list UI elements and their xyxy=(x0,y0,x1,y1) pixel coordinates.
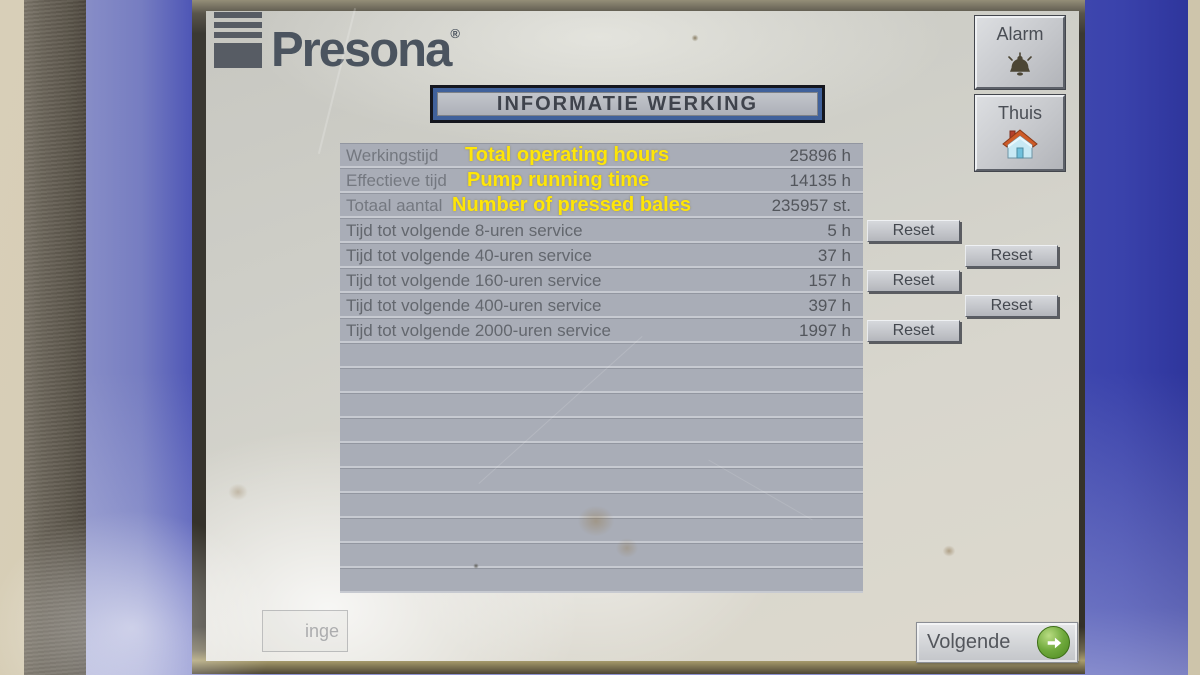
previous-button-faded[interactable]: inge xyxy=(262,610,348,652)
next-button[interactable]: Volgende xyxy=(916,622,1078,663)
title-box: INFORMATIE WERKING xyxy=(430,85,825,123)
annotation-overlay: Total operating hours xyxy=(465,144,670,166)
row-value: 25896 h xyxy=(789,146,851,165)
table-row: Tijd tot volgende 400-uren service 397 h xyxy=(340,293,863,318)
table-row-empty xyxy=(340,343,863,368)
row-label: Tijd tot volgende 2000-uren service xyxy=(346,321,611,340)
row-value: 5 h xyxy=(827,221,851,240)
row-value: 14135 h xyxy=(789,171,851,190)
next-button-label: Volgende xyxy=(927,631,1011,653)
presona-logo-text: Presona® xyxy=(271,23,460,77)
row-value: 235957 st. xyxy=(771,196,851,215)
reset-button[interactable]: Reset xyxy=(867,220,960,242)
row-label: Werkingstijd xyxy=(346,146,439,165)
table-row-empty xyxy=(340,368,863,393)
table-row-empty xyxy=(340,568,863,593)
presona-logo: Presona® xyxy=(214,6,460,78)
table-row: Tijd tot volgende 160-uren service 157 h xyxy=(340,268,863,293)
table-row: Tijd tot volgende 8-uren service 5 h xyxy=(340,218,863,243)
row-label: Totaal aantal xyxy=(346,196,443,215)
table-row-empty xyxy=(340,518,863,543)
row-label: Tijd tot volgende 400-uren service xyxy=(346,296,602,315)
table-row: Effectieve tijd Pump running time 14135 h xyxy=(340,168,863,193)
table-row: Tijd tot volgende 40-uren service 37 h xyxy=(340,243,863,268)
home-button-label: Thuis xyxy=(997,103,1042,123)
alarm-button[interactable]: Alarm xyxy=(974,15,1066,90)
table-row-empty xyxy=(340,418,863,443)
operations-table-zone: Werkingstijd Total operating hours 25896 h… xyxy=(340,143,1060,595)
registered-mark: ® xyxy=(450,26,460,41)
row-label: Tijd tot volgende 8-uren service xyxy=(346,221,583,240)
annotation-overlay: Number of pressed bales xyxy=(452,194,691,216)
table-row-empty xyxy=(340,493,863,518)
presona-logo-icon xyxy=(214,12,262,68)
reset-button[interactable]: Reset xyxy=(867,270,960,292)
row-label: Effectieve tijd xyxy=(346,171,447,190)
table-row: Totaal aantal Number of pressed bales 2359… xyxy=(340,193,863,218)
table-row-empty xyxy=(340,468,863,493)
row-value: 397 h xyxy=(808,296,851,315)
row-value: 157 h xyxy=(808,271,851,290)
table-row: Tijd tot volgende 2000-uren service 1997 … xyxy=(340,318,863,343)
annotation-overlay: Pump running time xyxy=(467,169,650,191)
row-value: 1997 h xyxy=(799,321,851,340)
arrow-right-icon xyxy=(1037,626,1070,659)
reset-button[interactable]: Reset xyxy=(965,245,1058,267)
page-title: INFORMATIE WERKING xyxy=(437,92,818,116)
reset-button[interactable]: Reset xyxy=(867,320,960,342)
table-row-empty xyxy=(340,543,863,568)
row-label: Tijd tot volgende 40-uren service xyxy=(346,246,593,265)
row-value: 37 h xyxy=(817,246,851,265)
bell-icon xyxy=(1008,52,1032,76)
table-row-empty xyxy=(340,443,863,468)
table-row-empty xyxy=(340,393,863,418)
reset-button[interactable]: Reset xyxy=(965,295,1058,317)
previous-button-label: inge xyxy=(304,620,339,641)
table-row: Werkingstijd Total operating hours 25896 h xyxy=(340,143,863,168)
row-label: Tijd tot volgende 160-uren service xyxy=(346,271,602,290)
operations-table: Werkingstijd Total operating hours 25896 h… xyxy=(340,143,863,593)
alarm-button-label: Alarm xyxy=(996,24,1044,44)
